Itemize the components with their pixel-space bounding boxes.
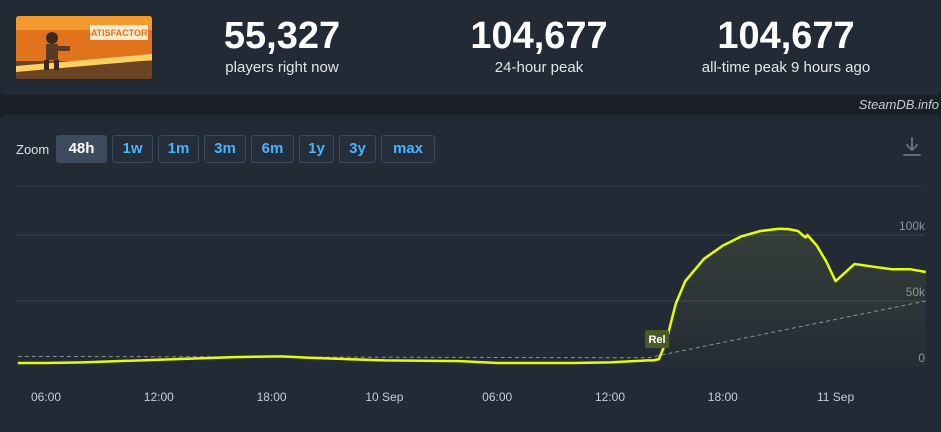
stat-24h-label: 24-hour peak (494, 59, 584, 76)
x-tick-label: 10 Sep (365, 390, 403, 404)
zoom-3m-button[interactable]: 3m (204, 135, 246, 163)
stat-24h-value: 104,677 (470, 15, 608, 57)
zoom-6m-button[interactable]: 6m (251, 135, 294, 163)
steamdb-credit[interactable]: SteamDB.info (858, 97, 939, 112)
stat-current-label: players right now (225, 59, 339, 76)
release-marker-badge[interactable] (645, 330, 669, 348)
thumbnail-title: SATISFACTORY (85, 28, 152, 38)
zoom-max-button[interactable]: max (381, 135, 435, 163)
x-tick-label: 12:00 (144, 390, 174, 404)
x-tick-label: 06:00 (482, 390, 512, 404)
x-tick-label: 18:00 (257, 390, 287, 404)
stat-alltime-value: 104,677 (717, 15, 855, 57)
game-thumbnail-art: SATISFACTORY (16, 16, 152, 79)
y-tick-label: 100k (899, 219, 926, 233)
x-tick-label: 06:00 (31, 390, 61, 404)
x-tick-label: 12:00 (595, 390, 625, 404)
stat-current-value: 55,327 (223, 15, 341, 57)
zoom-3y-button[interactable]: 3y (339, 135, 376, 163)
zoom-1m-button[interactable]: 1m (158, 135, 199, 163)
stats-bar: SATISFACTORY 55,327 players right now 10… (0, 0, 941, 95)
zoom-1y-button[interactable]: 1y (299, 135, 334, 163)
game-thumbnail[interactable]: SATISFACTORY (16, 16, 152, 79)
stat-all-time-peak: 104,677 all-time peak 9 hours ago (676, 14, 896, 78)
stat-current-players: 55,327 players right now (182, 14, 382, 78)
x-tick-label: 18:00 (708, 390, 738, 404)
chart-series-line (17, 227, 927, 365)
release-marker-label: Rel (648, 334, 665, 346)
zoom-1w-button[interactable]: 1w (112, 135, 153, 163)
x-tick-label: 11 Sep (817, 390, 854, 404)
stat-alltime-label: all-time peak 9 hours ago (701, 59, 871, 76)
zoom-label: Zoom (16, 142, 50, 157)
zoom-48h-button[interactable]: 48h (56, 135, 107, 163)
stat-24h-peak: 104,677 24-hour peak (439, 14, 639, 78)
chart-trend-line (17, 300, 926, 359)
chart-area-fill (647, 228, 926, 367)
download-icon[interactable] (899, 134, 925, 160)
